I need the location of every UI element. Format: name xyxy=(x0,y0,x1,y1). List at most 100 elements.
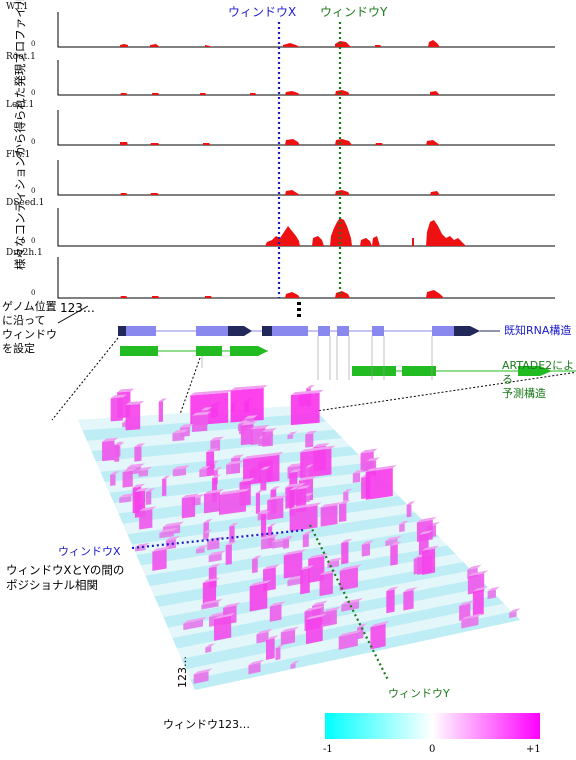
correlation-bar xyxy=(260,510,271,538)
correlation-bar xyxy=(195,544,209,554)
correlation-bar xyxy=(487,586,500,600)
track-label-dry2h: Dry2h.1 xyxy=(6,248,43,258)
correlation-bar xyxy=(361,540,375,557)
track-label-root: Root.1 xyxy=(6,52,36,62)
correlation-bar xyxy=(248,659,265,675)
correlation-bar xyxy=(289,502,322,532)
correlation-bar xyxy=(269,601,286,622)
correlation-bar xyxy=(283,549,307,579)
correlation-bar xyxy=(255,489,265,514)
expression-signals xyxy=(120,40,466,298)
correlation-bar xyxy=(370,620,390,650)
correlation-bar xyxy=(138,466,153,477)
track-axis-leaf xyxy=(57,110,555,146)
track-axis-root xyxy=(57,60,555,96)
correlation-bar xyxy=(159,527,178,539)
track-zero-dry2h: 0 xyxy=(31,289,36,297)
correlation-bar xyxy=(203,529,213,541)
correlation-bar xyxy=(290,389,324,426)
correlation-bar xyxy=(287,431,298,440)
correlation-bar xyxy=(280,626,300,646)
surface-row xyxy=(181,595,504,670)
correlation-bar xyxy=(225,541,236,566)
correlation-bar xyxy=(302,530,313,548)
colorbar-max: +1 xyxy=(526,744,541,755)
positional-correlation-note: ウィンドウXとYの間の ポジショナル相関 xyxy=(6,563,124,593)
correlation-bar xyxy=(421,545,440,576)
correlation-bar xyxy=(343,488,353,502)
correlation-bar xyxy=(193,668,213,684)
correlation-bar xyxy=(162,475,171,497)
correlation-bar xyxy=(122,467,137,488)
exon-boundaries xyxy=(201,336,433,380)
artade-label-line-2: 予測構造 xyxy=(502,387,546,400)
colorbar-gradient xyxy=(325,713,540,739)
correlation-bar xyxy=(203,488,225,514)
correlation-bar xyxy=(181,493,200,519)
surface-row xyxy=(190,611,520,690)
artade-label-line-1: ARTADE2による xyxy=(502,359,575,386)
correlation-bar xyxy=(282,535,293,549)
known-rna-label: 既知RNA構造 xyxy=(504,324,572,337)
track-label-dseed: DSeed.1 xyxy=(6,198,45,208)
track-axis-dry2h xyxy=(57,257,555,299)
track-axis-wt xyxy=(57,12,555,48)
surface-row xyxy=(159,553,464,618)
correlation-bar xyxy=(229,522,239,544)
correlation-bar xyxy=(320,502,342,527)
correlation-bar xyxy=(201,598,223,610)
surface-row xyxy=(96,438,351,472)
correlation-bar xyxy=(213,612,236,641)
track-zero-wt: 0 xyxy=(31,40,36,48)
surface-row xyxy=(168,570,480,639)
correlation-bar xyxy=(262,427,277,447)
perspective-line-right xyxy=(309,371,576,413)
genome-note-line-4: を設定 xyxy=(2,342,35,355)
correlation-bar xyxy=(114,441,124,462)
window-y-surface-line xyxy=(309,524,389,681)
correlation-bar xyxy=(403,587,418,611)
signal-dry2h xyxy=(120,290,444,298)
correlation-bar xyxy=(300,565,314,595)
signal-flw xyxy=(120,190,440,195)
genome-note-line-3: ウィンドウ xyxy=(2,328,57,341)
correlation-surface-3d xyxy=(78,385,521,690)
correlation-bar xyxy=(509,608,521,619)
colorbar-min: -1 xyxy=(323,744,333,755)
track-zero-root: 0 xyxy=(31,89,36,97)
correlation-bar xyxy=(261,534,279,550)
genome-window-note: ゲノム位置 に沿って ウィンドウ を設定 xyxy=(2,300,57,356)
correlation-bar xyxy=(110,394,127,422)
index-pointer-line xyxy=(57,305,89,324)
correlation-bar xyxy=(338,629,362,650)
signal-dseed xyxy=(265,218,466,246)
correlation-bar xyxy=(386,586,399,614)
correlation-bar xyxy=(139,506,157,530)
correlation-bar xyxy=(352,469,365,483)
window-y-label: ウィンドウY xyxy=(320,5,388,19)
correlation-bar xyxy=(183,616,208,631)
correlation-note-line-2: ポジショナル相関 xyxy=(6,578,98,592)
correlation-bar xyxy=(260,466,271,492)
predicted-structure-1 xyxy=(120,346,268,356)
correlation-bar xyxy=(119,493,136,504)
correlation-bar xyxy=(226,460,244,475)
perspective-line-mid xyxy=(177,357,201,421)
correlation-bar xyxy=(206,448,219,477)
surface-row xyxy=(163,562,472,628)
correlation-bar xyxy=(266,635,279,660)
window-index-label: 123… xyxy=(60,301,95,315)
correlation-bar xyxy=(339,564,362,591)
predicted-structure-2 xyxy=(352,366,556,376)
signal-leaf xyxy=(120,139,440,145)
correlation-bar xyxy=(472,586,488,617)
correlation-bar xyxy=(275,644,285,661)
correlation-bar xyxy=(339,500,351,523)
window-y-3d-label: ウィンドウY xyxy=(388,687,450,700)
window-x-label: ウィンドウX xyxy=(228,5,297,19)
artade-label: ARTADE2による 予測構造 xyxy=(502,359,576,401)
correlation-bar xyxy=(208,550,226,563)
correlation-bar xyxy=(341,538,353,565)
correlation-bar xyxy=(461,613,483,629)
